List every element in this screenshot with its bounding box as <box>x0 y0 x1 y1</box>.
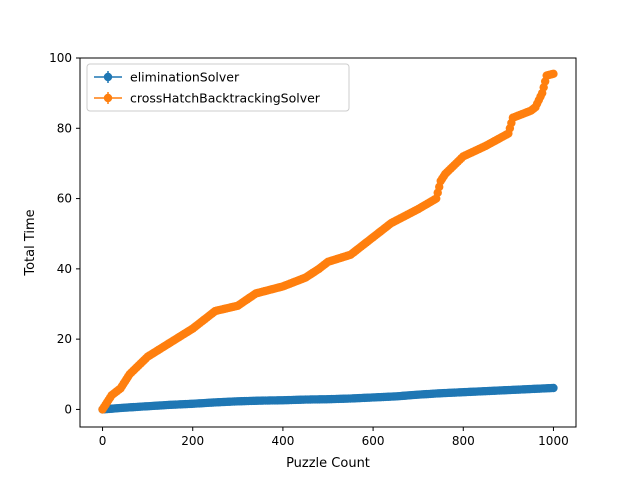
x-tick-label: 600 <box>362 434 385 448</box>
legend-marker-eliminationSolver <box>103 72 113 82</box>
y-tick-label: 100 <box>49 51 72 65</box>
series-eliminationSolver <box>98 383 558 414</box>
x-tick-label: 200 <box>181 434 204 448</box>
legend: eliminationSolver crossHatchBacktrackingS… <box>86 63 350 112</box>
legend-label-crossHatchBacktrackingSolver: crossHatchBacktrackingSolver <box>130 91 321 106</box>
legend-marker-crossHatchBacktrackingSolver <box>103 93 113 103</box>
x-tick-label: 0 <box>99 434 107 448</box>
x-tick-label: 800 <box>452 434 475 448</box>
legend-label-eliminationSolver: eliminationSolver <box>130 70 240 85</box>
x-axis-title: Puzzle Count <box>286 456 370 471</box>
y-tick-label: 60 <box>57 192 72 206</box>
series-crossHatchBacktrackingSolver <box>98 69 558 414</box>
series-layer <box>98 69 558 414</box>
y-tick-label: 0 <box>64 402 72 416</box>
axes: 0 200 400 600 800 1000 0 20 40 60 80 100 Puzzle Coun… <box>23 51 577 471</box>
data-point <box>549 383 558 393</box>
x-tick-label: 400 <box>271 434 294 448</box>
y-axis-title: Total Time <box>23 209 38 276</box>
y-tick-label: 80 <box>57 121 72 135</box>
legend-box <box>86 63 350 112</box>
x-tick-label: 1000 <box>538 434 569 448</box>
y-tick-label: 20 <box>57 332 72 346</box>
y-tick-label: 40 <box>57 262 72 276</box>
plot-frame <box>79 57 577 428</box>
data-point <box>549 69 558 79</box>
